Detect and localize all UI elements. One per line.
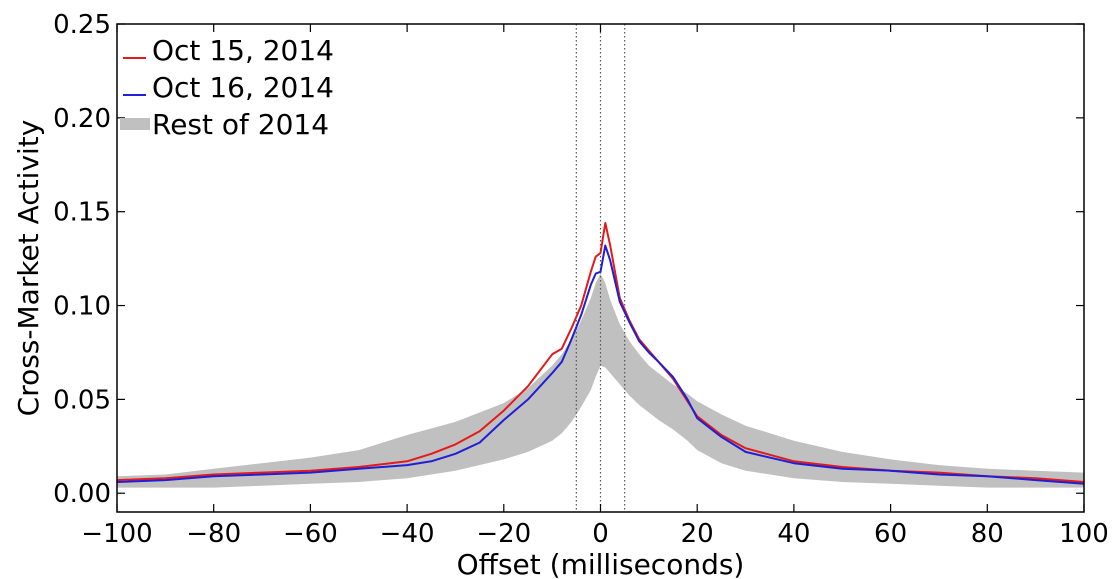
x-tick-label: −100 — [81, 519, 152, 549]
x-tick-label: 80 — [971, 519, 1004, 549]
x-tick-label: 20 — [681, 519, 714, 549]
y-tick-label: 0.15 — [53, 198, 111, 228]
x-tick-label: −60 — [283, 519, 338, 549]
series-line-0 — [116, 222, 1085, 483]
series-layer — [116, 222, 1085, 485]
y-tick-label: 0.10 — [53, 292, 111, 322]
legend-label-oct15: Oct 15, 2014 — [152, 34, 334, 67]
legend: Oct 15, 2014 Oct 16, 2014 Rest of 2014 — [120, 34, 334, 141]
x-tick-label: 40 — [777, 519, 810, 549]
x-tick-label: −20 — [476, 519, 531, 549]
series-line-1 — [116, 244, 1085, 485]
tick-layer: −100 −80 −60 −40 −20 0 20 40 60 80 100 0.00 0.05 0.10… — [53, 10, 1109, 549]
y-tick-label: 0.00 — [53, 479, 111, 509]
x-axis-label: Offset (milliseconds) — [457, 548, 745, 579]
y-tick-label: 0.25 — [53, 10, 111, 40]
legend-label-oct16: Oct 16, 2014 — [152, 71, 334, 104]
x-tick-label: 0 — [592, 519, 609, 549]
x-tick-label: −80 — [186, 519, 241, 549]
y-tick-label: 0.20 — [53, 104, 111, 134]
legend-swatch-rest — [120, 118, 150, 130]
x-tick-label: −40 — [380, 519, 435, 549]
x-tick-label: 100 — [1059, 519, 1109, 549]
x-tick-label: 60 — [874, 519, 907, 549]
y-axis-label: Cross-Market Activity — [12, 120, 45, 417]
y-tick-label: 0.05 — [53, 385, 111, 415]
legend-label-rest: Rest of 2014 — [152, 108, 329, 141]
